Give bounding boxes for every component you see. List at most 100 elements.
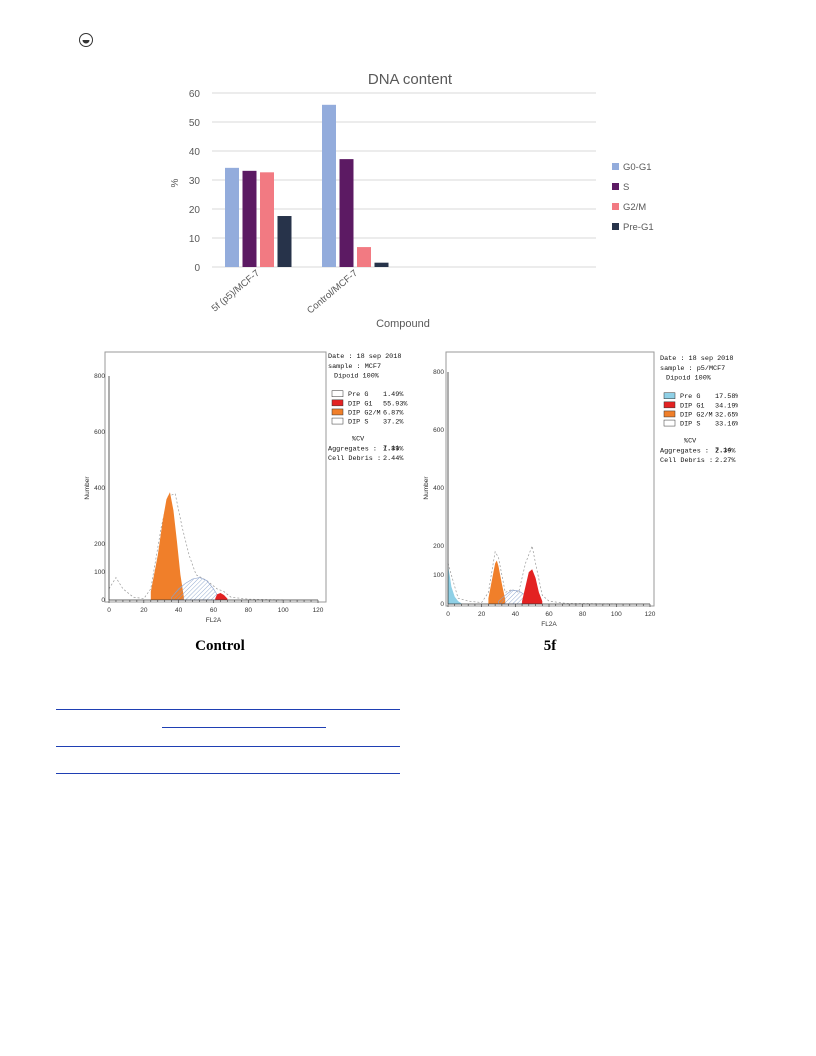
g2m-peak-red xyxy=(215,593,228,600)
info-diploid: Dipoid 100% xyxy=(334,373,380,381)
pre-g-peak-cyan xyxy=(448,566,462,604)
bar-pre-g1-1 xyxy=(277,216,292,267)
x-tick-label: 0 xyxy=(446,611,450,618)
horizontal-rule xyxy=(162,727,326,728)
legend-label: DIP G2/M xyxy=(680,411,713,419)
legend-label: DIP G1 xyxy=(348,400,372,408)
legend-value: 33.16% xyxy=(715,421,738,429)
bar-s-1 xyxy=(242,170,257,267)
y-tick-label: 100 xyxy=(433,572,444,579)
x-axis-label: Compound xyxy=(376,318,430,330)
legend-label: DIP G1 xyxy=(680,402,704,410)
x-tick-label: 5f (p5)/MCF-7 xyxy=(210,268,262,314)
info-date: Date : 18 sep 2018 xyxy=(328,353,401,361)
control-caption: Control xyxy=(195,638,245,654)
circle-dot-icon xyxy=(79,33,93,47)
y-axis-label: Number xyxy=(423,476,430,500)
info-sample: sample : p5/MCF7 xyxy=(660,365,725,373)
legend-value: 32.65% xyxy=(715,411,738,419)
5f-caption: 5f xyxy=(543,638,557,654)
aggregates-label: Aggregates : xyxy=(328,445,377,453)
x-tick-label: 40 xyxy=(512,611,520,618)
x-tick-label: 80 xyxy=(579,611,587,618)
legend-label: G2/M xyxy=(623,202,646,213)
y-tick-label: 60 xyxy=(189,89,201,100)
legend-label: DIP G2/M xyxy=(348,409,381,417)
info-sample: sample : MCF7 xyxy=(328,363,381,371)
bar-g2-m-2 xyxy=(357,247,371,267)
legend-swatch xyxy=(331,390,344,397)
legend-label: S xyxy=(623,182,629,193)
info-diploid: Dipoid 100% xyxy=(666,375,712,383)
legend-label: Pre-G1 xyxy=(623,222,654,233)
control-histogram-panel: 0 20 40 60 80 100 120 0 100 200 400 600 800 FL2A Numbe… xyxy=(84,351,408,624)
x-tick-label: 40 xyxy=(175,607,183,614)
y-tick-label: 40 xyxy=(189,147,201,158)
bar-pre-g1-2 xyxy=(374,262,389,267)
y-tick-label: 30 xyxy=(189,176,201,187)
aggregates-label: Aggregates : xyxy=(660,447,709,455)
bar-g0-g1-1 xyxy=(225,167,239,267)
bar-g0-g1-2 xyxy=(322,104,336,267)
x-tick-label: 120 xyxy=(645,611,656,618)
y-tick-label: 400 xyxy=(94,485,105,492)
legend-label: Pre G xyxy=(680,393,700,401)
legend-swatch xyxy=(331,417,344,425)
y-tick-label: 400 xyxy=(433,485,444,492)
y-tick-label: 600 xyxy=(433,427,444,434)
cv-label: %CV xyxy=(352,436,365,444)
y-tick-label: 20 xyxy=(189,205,201,216)
dna-content-bar-chart: DNA content % Compound 0 10 20 30 40 50 60 5f … xyxy=(170,71,654,330)
legend-swatch xyxy=(612,203,619,210)
y-tick-label: 800 xyxy=(94,373,105,380)
chart-title: DNA content xyxy=(368,71,453,88)
legend-swatch xyxy=(331,399,344,407)
aggregates-value: 2.39% xyxy=(715,447,736,455)
x-axis-label: FL2A xyxy=(206,617,222,624)
cv-label: %CV xyxy=(684,438,697,446)
y-tick-label: 0 xyxy=(101,597,105,604)
5f-histogram-panel: 0 20 40 60 80 100 120 0 100 200 400 600 800 FL2A Numbe… xyxy=(423,351,738,626)
x-tick-label: 20 xyxy=(140,607,148,614)
x-axis-label: FL2A xyxy=(541,621,557,626)
legend-value: 6.87% xyxy=(383,409,404,417)
g1-peak-orange xyxy=(150,492,184,600)
x-tick-label: 20 xyxy=(478,611,486,618)
y-tick-label: 50 xyxy=(189,118,201,129)
legend-swatch xyxy=(331,408,344,416)
x-tick-label: 100 xyxy=(611,611,622,618)
debris-label: Cell Debris : xyxy=(660,457,713,465)
debris-value: 2.27% xyxy=(715,457,736,465)
bar-g2-m-1 xyxy=(260,172,274,267)
legend-swatch xyxy=(663,419,676,427)
legend-label: DIP S xyxy=(348,419,368,427)
legend-swatch xyxy=(612,163,619,170)
legend-swatch xyxy=(663,401,676,409)
horizontal-rule xyxy=(56,773,400,774)
y-tick-label: 0 xyxy=(440,601,444,608)
legend-swatch xyxy=(612,183,619,190)
x-tick-label: Control/MCF-7 xyxy=(305,268,360,316)
legend-value: 55.93% xyxy=(383,400,408,408)
x-tick-label: 60 xyxy=(545,611,553,618)
legend-value: 34.19% xyxy=(715,402,738,410)
horizontal-rule xyxy=(56,709,400,710)
y-axis-label: % xyxy=(170,178,181,187)
y-tick-label: 800 xyxy=(433,369,444,376)
y-tick-label: 600 xyxy=(94,429,105,436)
g1-peak-orange xyxy=(488,560,506,604)
legend-swatch xyxy=(663,410,676,418)
debris-value: 2.44% xyxy=(383,455,404,463)
info-date: Date : 18 sep 2018 xyxy=(660,355,733,363)
legend-value: 17.58% xyxy=(715,393,738,401)
x-tick-label: 60 xyxy=(210,607,218,614)
bar-s-2 xyxy=(339,159,354,267)
x-tick-label: 0 xyxy=(107,607,111,614)
legend-label: DIP S xyxy=(680,421,700,429)
x-tick-label: 100 xyxy=(278,607,289,614)
legend-label: Pre G xyxy=(348,391,368,399)
debris-label: Cell Debris : xyxy=(328,455,381,463)
horizontal-rule xyxy=(56,746,400,747)
legend-value: 1.49% xyxy=(383,391,404,399)
legend-swatch xyxy=(663,392,676,399)
